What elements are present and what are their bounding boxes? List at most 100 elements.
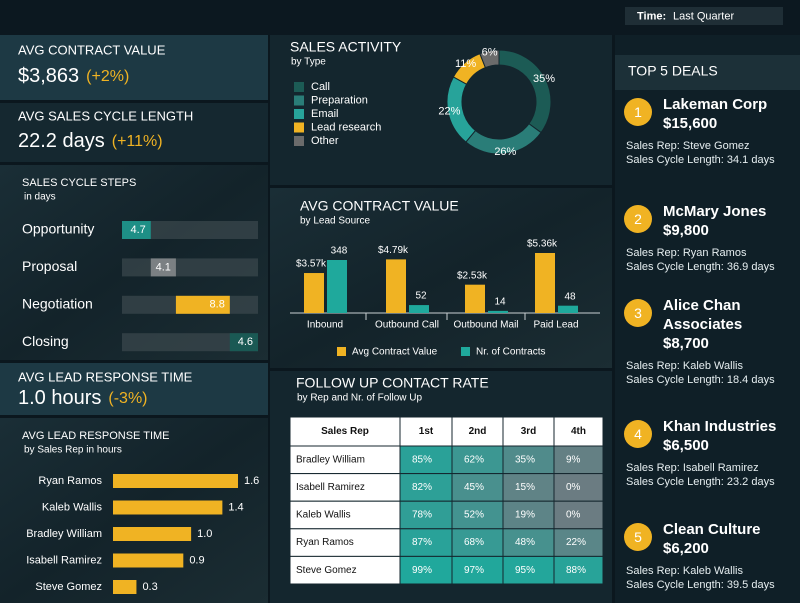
deal-rank: 2	[624, 205, 652, 233]
table-cell	[451, 445, 504, 475]
bar	[327, 260, 347, 313]
table-cell	[289, 555, 401, 585]
table-header-cell	[502, 416, 555, 447]
table-header: 3rd	[521, 426, 537, 437]
category-label: Negotiation	[22, 296, 93, 312]
table-row-label: Steve Gomez	[296, 565, 357, 576]
table-cell	[553, 500, 604, 530]
deal-name: Lakeman Corp	[663, 96, 768, 113]
deal-rep: Sales Rep: Kaleb Wallis	[626, 360, 743, 372]
value-label: 4.6	[238, 336, 253, 348]
kpi-value: $3,863	[18, 65, 79, 87]
bar	[229, 333, 258, 352]
bar	[113, 553, 184, 568]
table-value: 88%	[566, 565, 586, 576]
kpi-value: 1.0 hours	[18, 387, 101, 409]
deal-amount: $6,200	[663, 540, 709, 557]
table-value: 35%	[515, 454, 535, 465]
category-label: Steve Gomez	[35, 581, 102, 593]
value-label: 22%	[438, 105, 460, 117]
value-label: 0.3	[142, 581, 157, 593]
table-cell	[289, 528, 401, 557]
value-label: 14	[494, 297, 506, 308]
table-value: 62%	[464, 454, 484, 465]
value-label: $2.53k	[457, 270, 488, 281]
deal-cycle: Sales Cycle Length: 23.2 days	[626, 476, 775, 488]
table-value: 52%	[464, 510, 484, 521]
chart-subtitle: by Sales Rep in hours	[24, 445, 122, 456]
table-value: 68%	[464, 537, 484, 548]
deal-cycle: Sales Cycle Length: 18.4 days	[626, 374, 775, 386]
table-cell	[399, 473, 453, 502]
table-header-cell	[553, 416, 604, 447]
deal-name: Clean Culture	[663, 521, 761, 538]
deal-rank: 1	[624, 98, 652, 126]
value-label: 4.1	[156, 261, 171, 273]
legend-label: Email	[311, 108, 339, 120]
chart-title: SALES CYCLE STEPS	[22, 177, 136, 189]
table-cell	[289, 473, 401, 502]
deal-name: Khan Industries	[663, 418, 777, 435]
table-value: 97%	[464, 565, 484, 576]
value-label: $5.36k	[527, 239, 558, 250]
value-label: 348	[331, 246, 348, 257]
kpi-title: AVG LEAD RESPONSE TIME	[18, 369, 193, 384]
deal-rep: Sales Rep: Steve Gomez	[626, 140, 750, 152]
category-label: Bradley William	[26, 528, 102, 540]
deal-rep: Sales Rep: Kaleb Wallis	[626, 565, 743, 577]
filter-box[interactable]	[625, 7, 783, 25]
category-label: Proposal	[22, 258, 77, 274]
kpi-value-line: $3,863 (+2%)	[18, 65, 129, 87]
deals-title: TOP 5 DEALS	[628, 63, 718, 79]
value-label: 1.4	[228, 501, 243, 513]
legend-swatch	[294, 109, 304, 119]
panel	[0, 103, 268, 162]
table-value: 45%	[464, 482, 484, 493]
deals-header	[615, 55, 800, 90]
deal-name: Alice Chan Associates	[663, 297, 743, 333]
value-label: 4.7	[130, 224, 145, 236]
table-row-label: Ryan Ramos	[296, 537, 354, 548]
x-tick-label: Outbound Call	[375, 320, 439, 331]
table-row-label: Kaleb Wallis	[296, 510, 351, 521]
table-subtitle: by Rep and Nr. of Follow Up	[297, 393, 422, 404]
kpi-change: (+2%)	[86, 68, 129, 85]
value-label: 11%	[455, 58, 476, 70]
table-header: 2nd	[469, 426, 487, 437]
deal: 2 McMary Jones $9,800 Sales Rep: Ryan Ramos…	[615, 202, 800, 274]
filter-value: Last Quarter	[673, 10, 734, 22]
table-cell	[451, 555, 504, 585]
bar	[113, 474, 238, 488]
table-value: 78%	[412, 510, 432, 521]
value-label: 8.8	[210, 299, 225, 311]
table-cell	[289, 500, 401, 530]
table-value: 85%	[412, 454, 432, 465]
deal: 3 Alice Chan Associates $8,700 Sales Rep: K…	[615, 296, 800, 387]
kpi-change: (+11%)	[112, 133, 163, 150]
legend-swatch	[294, 95, 304, 106]
value-label: $4.79k	[378, 245, 409, 256]
kpi-title: AVG SALES CYCLE LENGTH	[18, 108, 193, 123]
deal-amount: $15,600	[663, 115, 718, 132]
deal-cycle: Sales Cycle Length: 36.9 days	[626, 261, 775, 273]
table-value: 9%	[566, 454, 581, 465]
deal: 4 Khan Industries $6,500 Sales Rep: Isabell…	[615, 417, 800, 489]
legend-label: Preparation	[311, 94, 368, 106]
deal-rep: Sales Rep: Ryan Ramos	[626, 247, 747, 259]
value-label: 1.6	[244, 475, 259, 487]
x-tick-label: Paid Lead	[533, 320, 578, 331]
kpi-value: 22.2 days	[18, 130, 105, 152]
legend-label: Lead research	[311, 121, 381, 133]
deal-rank: 3	[624, 299, 652, 327]
bar	[122, 221, 151, 239]
deal-amount: $8,700	[663, 335, 709, 352]
deal-name: McMary Jones	[663, 203, 767, 220]
panel	[270, 35, 612, 185]
category-label: Kaleb Wallis	[42, 501, 103, 513]
value-label: 48	[564, 291, 576, 302]
legend-swatch	[294, 122, 304, 133]
legend-label: Call	[311, 81, 330, 93]
deal-rep: Sales Rep: Isabell Ramirez	[626, 462, 759, 474]
bar-track	[122, 333, 258, 352]
